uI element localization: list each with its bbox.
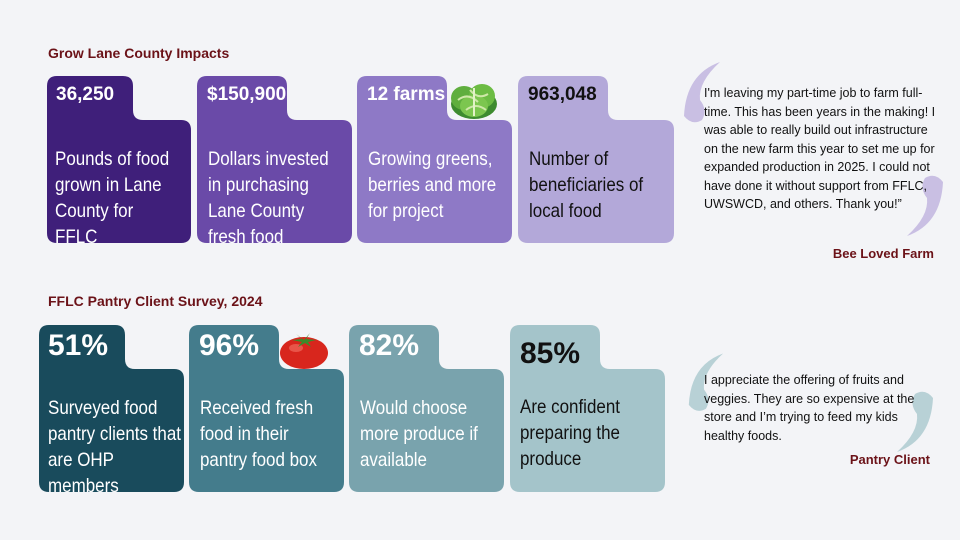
farmer-quote: I'm leaving my part-time job to farm ful… xyxy=(704,86,936,211)
stat-description: Dollars invested in purchasing Lane Coun… xyxy=(208,148,329,248)
stat-card-confident: 85% Are confident preparing the produce xyxy=(510,325,665,492)
stat-description: Pounds of food grown in Lane County for … xyxy=(55,148,170,248)
stat-card-ohp: 51% Surveyed food pantry clients that ar… xyxy=(39,325,184,497)
stat-description: Are confident preparing the produce xyxy=(520,396,620,470)
stat-value: 36,250 xyxy=(56,84,115,105)
card-shape xyxy=(518,76,674,243)
open-quote-mark xyxy=(688,353,724,411)
stat-card-beneficiaries: 963,048 Number of beneficiaries of local… xyxy=(518,76,674,243)
card-shape xyxy=(47,76,191,243)
stat-card-dollars: $150,900 Dollars invested in purchasing … xyxy=(197,76,352,248)
quote-attribution: Bee Loved Farm xyxy=(832,246,934,261)
stat-value: 85% xyxy=(520,337,581,370)
stat-card-fresh-food: 96% Received fresh food in their pantry … xyxy=(189,325,344,492)
tomato-icon xyxy=(280,333,328,369)
card-shape xyxy=(197,76,352,243)
section-title-impacts: Grow Lane County Impacts xyxy=(48,45,230,61)
stat-value: 96% xyxy=(199,329,260,362)
open-quote-mark xyxy=(684,62,720,123)
card-shape xyxy=(349,325,504,492)
stat-card-more-produce: 82% Would choose more produce if availab… xyxy=(349,325,504,492)
stat-value: $150,900 xyxy=(207,84,287,105)
stat-value: 82% xyxy=(359,329,420,362)
quote-attribution: Pantry Client xyxy=(849,452,930,467)
lettuce-icon xyxy=(451,84,497,119)
stat-value: 12 farms xyxy=(367,84,446,105)
stat-description: Would choose more produce if available xyxy=(360,397,478,471)
card-shape xyxy=(510,325,665,492)
section-title-survey: FFLC Pantry Client Survey, 2024 xyxy=(48,293,263,309)
stat-card-pounds: 36,250 Pounds of food grown in Lane Coun… xyxy=(47,76,191,248)
stat-value: 51% xyxy=(48,329,109,362)
stat-card-farms: 12 farms Growing greens, berries and mor… xyxy=(357,76,512,243)
stat-description: Number of beneficiaries of local food xyxy=(529,148,644,222)
card-shape xyxy=(189,325,344,492)
client-quote: I appreciate the offering of fruits and … xyxy=(704,373,915,443)
stat-description: Received fresh food in their pantry food… xyxy=(200,397,317,471)
card-shape xyxy=(357,76,512,243)
close-quote-mark xyxy=(907,175,943,236)
stat-value: 963,048 xyxy=(528,84,597,105)
stat-description: Growing greens, berries and more for pro… xyxy=(368,148,497,222)
close-quote-mark xyxy=(897,391,933,452)
card-shape xyxy=(39,325,184,492)
stat-description: Surveyed food pantry clients that are OH… xyxy=(48,397,181,497)
